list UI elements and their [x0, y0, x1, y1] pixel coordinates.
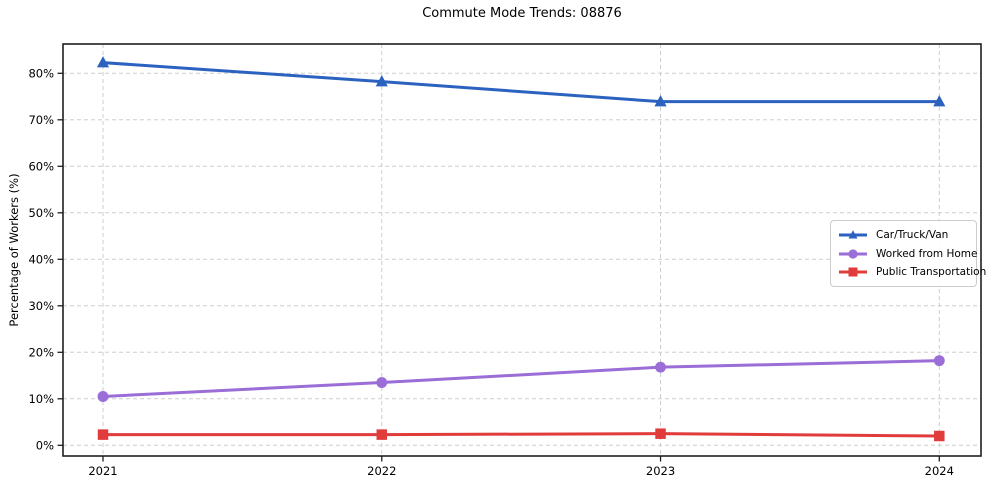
- square-marker: [934, 430, 945, 442]
- legend-swatch-triangle: [839, 230, 867, 239]
- series-line-1: [101, 359, 941, 398]
- square-marker: [97, 429, 109, 440]
- y-tick-label: 20%: [28, 345, 54, 359]
- circle-marker: [933, 355, 945, 367]
- series-line-0: [101, 61, 941, 104]
- legend-label: Worked from Home: [876, 247, 978, 260]
- y-tick-label: 40%: [28, 252, 54, 266]
- x-tick-label: 2024: [925, 464, 954, 478]
- legend-swatch-square: [839, 267, 867, 277]
- legend-item: Worked from Home: [838, 245, 977, 264]
- x-tick-label: 2023: [646, 464, 675, 478]
- triangle-marker: [654, 95, 667, 107]
- y-tick-label: 80%: [28, 66, 54, 80]
- circle-marker: [376, 377, 388, 388]
- square-marker: [376, 429, 388, 440]
- y-tick-label: 10%: [28, 392, 54, 406]
- triangle-marker: [96, 56, 110, 68]
- legend-item: Car/Truck/Van: [838, 226, 969, 245]
- triangle-marker: [933, 95, 946, 107]
- square-marker: [655, 428, 666, 439]
- y-tick-label: 0%: [36, 438, 54, 452]
- legend-label: Public Transportation: [876, 266, 987, 279]
- legend-swatch-circle: [839, 249, 867, 259]
- chart-title: Commute Mode Trends: 08876: [422, 6, 622, 21]
- circle-marker: [655, 361, 666, 373]
- triangle-marker: [375, 75, 388, 87]
- legend-label: Car/Truck/Van: [876, 229, 949, 242]
- y-tick-label: 50%: [28, 206, 54, 220]
- x-tick-label: 2021: [88, 464, 117, 478]
- circle-marker: [97, 391, 109, 402]
- series-line-2: [101, 432, 941, 438]
- legend: Car/Truck/Van Worked from Home Public Tran…: [830, 220, 986, 287]
- y-tick-label: 70%: [28, 113, 54, 127]
- y-tick-label: 60%: [28, 159, 54, 173]
- y-tick-label: 30%: [28, 299, 54, 313]
- x-tick-label: 2022: [367, 464, 396, 478]
- legend-item: Public Transportation: [838, 263, 986, 282]
- plot-border: [62, 43, 982, 457]
